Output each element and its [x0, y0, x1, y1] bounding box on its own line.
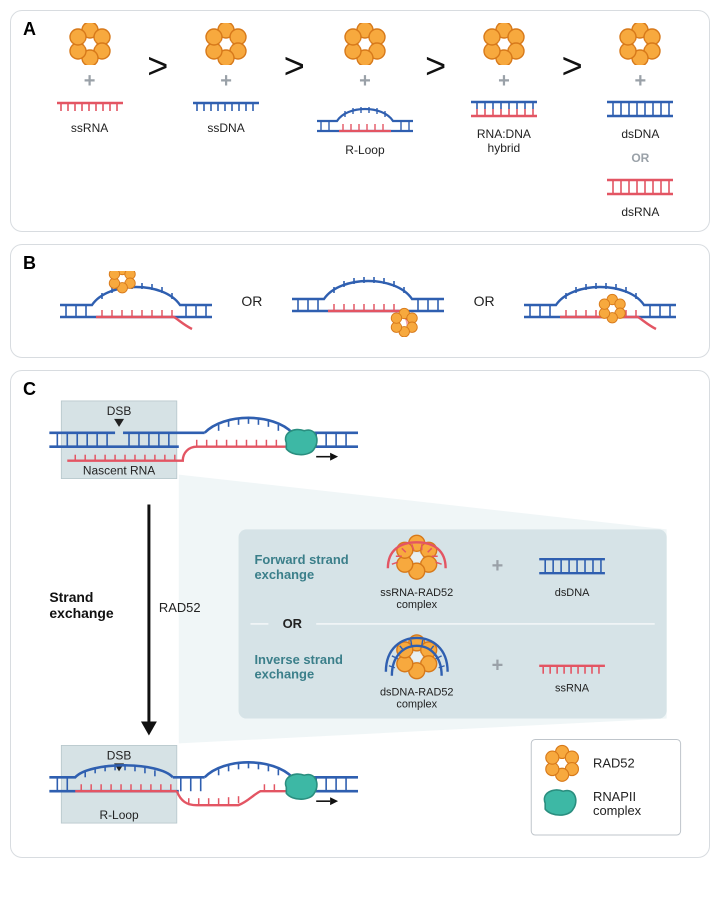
- panel-c-label: C: [23, 379, 36, 400]
- plus: +: [220, 71, 232, 91]
- caption-dsrna: dsRNA: [621, 205, 659, 219]
- unit-hybrid: + RNA:DNA hybrid: [456, 23, 551, 155]
- or-text: OR: [474, 293, 495, 309]
- rad52-icon: [479, 23, 529, 65]
- panel-b-row: OR OR: [27, 257, 693, 345]
- ssdna-icon: [191, 97, 261, 115]
- dsDNA-label: dsDNA: [555, 587, 590, 599]
- unit-ssdna: + ssDNA: [179, 23, 274, 135]
- panel-c: C DSB: [10, 370, 710, 858]
- inset-box: OR Forward strandexchange ssRNA-RAD52com…: [239, 529, 667, 718]
- rloop-icon: [315, 97, 415, 137]
- caption-ssdna: ssDNA: [207, 121, 244, 135]
- rloop-rad52-tail-icon: [288, 265, 448, 337]
- rloop-rad52-top-icon: [56, 271, 216, 331]
- caption-ssrna: ssRNA: [71, 121, 108, 135]
- rloop-label: R-Loop: [99, 808, 139, 822]
- strand-exchange-label: Strandexchange: [49, 589, 113, 621]
- plus-icon: +: [492, 655, 504, 677]
- or-text: OR: [241, 293, 262, 309]
- legend: RAD52 RNAPIIcomplex: [531, 739, 680, 835]
- panel-b: B OR OR: [10, 244, 710, 358]
- gt: >: [562, 45, 583, 87]
- unit-rloop: + R-Loop: [315, 23, 415, 157]
- rad52-label: RAD52: [159, 600, 201, 615]
- dsb-label: DSB: [107, 404, 132, 418]
- panel-b-label: B: [23, 253, 36, 274]
- ssrna-icon: [55, 97, 125, 115]
- strand-exchange-arrow: Strandexchange RAD52: [49, 504, 200, 735]
- panel-a-row: + ssRNA > + ssDNA > + R-Loop > + RNA:DNA…: [27, 23, 693, 219]
- dsb-label: DSB: [107, 748, 132, 762]
- legend-rnapii: RNAPIIcomplex: [593, 789, 642, 818]
- plus: +: [635, 71, 647, 91]
- gt: >: [147, 45, 168, 87]
- rad52-icon: [615, 23, 665, 65]
- gt: >: [284, 45, 305, 87]
- plus-icon: +: [492, 555, 504, 577]
- plus: +: [359, 71, 371, 91]
- ssRNA-label: ssRNA: [555, 683, 590, 695]
- hybrid-icon: [469, 97, 539, 121]
- nascent-label: Nascent RNA: [83, 464, 155, 478]
- plus: +: [84, 71, 96, 91]
- caption-hybrid: RNA:DNA hybrid: [477, 127, 531, 155]
- panel-a: A + ssRNA > + ssDNA > + R-Loop >: [10, 10, 710, 232]
- top-complex: DSB: [49, 401, 358, 479]
- rad52-icon: [65, 23, 115, 65]
- plus: +: [498, 71, 510, 91]
- caption-rloop: R-Loop: [345, 143, 384, 157]
- panel-c-diagram: DSB: [29, 385, 691, 843]
- bottom-complex: DSB: [49, 745, 358, 823]
- panel-a-label: A: [23, 19, 36, 40]
- dsrna-icon: [605, 175, 675, 199]
- rloop-rad52-hyb-icon: [520, 271, 680, 331]
- dsdna-icon: [605, 97, 675, 121]
- or-text: OR: [631, 151, 649, 165]
- unit-ssrna: + ssRNA: [42, 23, 137, 135]
- rad52-icon: [340, 23, 390, 65]
- inset-or: OR: [283, 616, 303, 631]
- caption-dsdna: dsDNA: [621, 127, 659, 141]
- gt: >: [425, 45, 446, 87]
- legend-rad52: RAD52: [593, 755, 635, 770]
- rad52-icon: [201, 23, 251, 65]
- unit-ds: + dsDNA OR dsRNA: [593, 23, 688, 219]
